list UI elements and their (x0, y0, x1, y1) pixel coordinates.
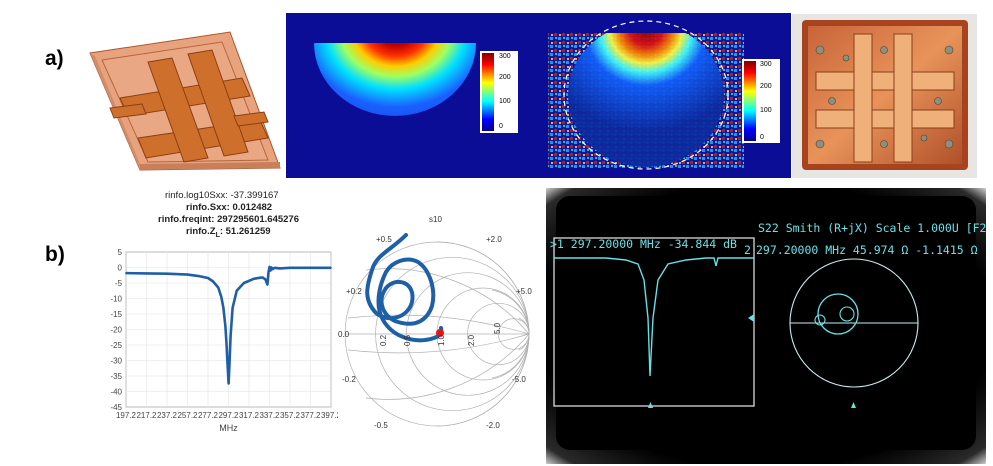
field-heatmap-panel: 300 200 100 0 300 200 100 0 (286, 13, 791, 178)
y-tick-label: 0 (118, 264, 123, 273)
data-point (309, 266, 312, 269)
y-tick-label: -45 (110, 403, 122, 412)
data-point (264, 278, 267, 281)
data-point (226, 362, 229, 365)
data-point (289, 266, 291, 269)
data-point (207, 277, 209, 279)
x-tick-label: 297.2 (218, 411, 239, 420)
smith-label-05: 0.5 (403, 334, 412, 346)
colorbar-right-tick-3: 100 (760, 107, 772, 114)
rinfo-freqint: rinfo.freqint: 297295601.645276 (158, 214, 299, 225)
data-point (253, 277, 256, 280)
smith-label-m02: -0.2 (342, 375, 356, 384)
y-tick-label: -15 (110, 310, 122, 319)
smith-label-20: 2.0 (467, 334, 476, 346)
colorbar-left-tick-2: 200 (499, 74, 511, 81)
data-point (229, 334, 232, 337)
y-tick-label: -10 (110, 295, 122, 304)
smith-chart-simulated: s10 +0.5 +2.0 +0.2 +5.0 0.0 0.2 0.5 1.0 … (338, 215, 532, 430)
smith-label-00: 0.0 (338, 330, 350, 339)
right-colorbar (744, 61, 756, 141)
data-point (242, 282, 245, 284)
y-tick-label: -5 (115, 279, 123, 288)
data-point (231, 306, 234, 309)
data-point (212, 280, 215, 283)
panel-label-a: a) (45, 47, 64, 70)
y-tick-label: -35 (110, 372, 122, 381)
smith-label-02: 0.2 (379, 334, 388, 346)
data-point (220, 296, 223, 298)
smith-label-50: 5.0 (493, 322, 502, 334)
smith-marker (436, 329, 444, 337)
y-tick-label: 5 (118, 248, 123, 257)
data-point (268, 265, 271, 268)
x-tick-label: 337.2 (259, 411, 280, 420)
data-point (267, 271, 270, 274)
smith-label-p20: +2.0 (486, 235, 502, 244)
smith-trace (365, 233, 444, 343)
data-point (186, 273, 189, 276)
data-point (217, 286, 220, 289)
data-point (261, 276, 264, 279)
x-tick-label: 237.2 (157, 411, 178, 420)
x-tick-label: 357.2 (280, 411, 301, 420)
x-tick-label: 277.2 (198, 411, 219, 420)
colorbar-right-tick-4: 0 (760, 134, 764, 141)
y-tick-label: -25 (110, 341, 122, 350)
vna-marker-left: >1 297.20000 MHz -34.844 dB (550, 237, 737, 251)
x-axis-label: MHz (219, 423, 238, 433)
data-point (125, 272, 127, 274)
vna-marker-right: 297.20000 MHz 45.974 Ω -1.1415 Ω (756, 243, 978, 257)
smith-label-p50: +5.0 (516, 287, 532, 296)
data-point (222, 306, 225, 309)
x-tick-label: 317.2 (239, 411, 260, 420)
data-point (270, 266, 273, 269)
x-tick-label: 397.2 (321, 411, 338, 420)
colorbar-left-tick-3: 100 (499, 98, 511, 105)
data-point (269, 269, 272, 272)
panel-label-b: b) (45, 243, 65, 266)
data-point (224, 325, 227, 328)
vna-smith-header: S22 Smith (R+jX) Scale 1.000U [F2] (758, 221, 986, 235)
smith-label-10: 1.0 (437, 334, 446, 346)
rinfo-zl: rinfo.ZL: 51.261259 (186, 226, 271, 239)
antenna-photo (792, 14, 977, 178)
vna-channel-right: 2 (744, 243, 751, 257)
x-tick-label: 377.2 (300, 411, 321, 420)
smith-label-m20: -2.0 (486, 421, 500, 430)
data-point (278, 267, 281, 270)
smith-title: s10 (429, 215, 442, 224)
smith-label-m05: -0.5 (374, 421, 388, 430)
colorbar-left-tick-4: 0 (499, 123, 503, 130)
smith-label-p02: +0.2 (346, 287, 362, 296)
colorbar-left-tick-1: 300 (499, 53, 511, 60)
data-point (228, 362, 231, 365)
x-tick-label: 197.2 (116, 411, 137, 420)
data-point (271, 268, 274, 270)
smith-label-p05: +0.5 (376, 235, 392, 244)
data-point (235, 289, 238, 292)
y-tick-label: -30 (110, 357, 122, 366)
data-point (145, 272, 148, 275)
x-tick-label: 217.2 (136, 411, 157, 420)
colorbar-right-tick-2: 200 (760, 83, 772, 90)
data-point (166, 272, 168, 275)
rinfo-log10sxx: rinfo.log10Sxx: -37.399167 (165, 190, 279, 201)
data-point (266, 283, 269, 286)
x-tick-label: 257.2 (177, 411, 198, 420)
data-point (273, 266, 276, 269)
antenna-3d-model (89, 31, 281, 171)
vna-s11-trace (554, 257, 754, 377)
y-tick-label: -40 (110, 388, 122, 397)
data-point (196, 274, 199, 277)
vna-screen-photo: >1 297.20000 MHz -34.844 dB S22 Smith (R… (546, 188, 986, 464)
colorbar-right-tick-1: 300 (760, 61, 772, 68)
rinfo-sxx: rinfo.Sxx: 0.012482 (186, 202, 273, 213)
y-tick-label: -20 (110, 326, 122, 335)
data-point (227, 382, 230, 385)
data-point (330, 266, 332, 269)
data-point (225, 341, 228, 343)
smith-label-m50: -5.0 (512, 375, 526, 384)
